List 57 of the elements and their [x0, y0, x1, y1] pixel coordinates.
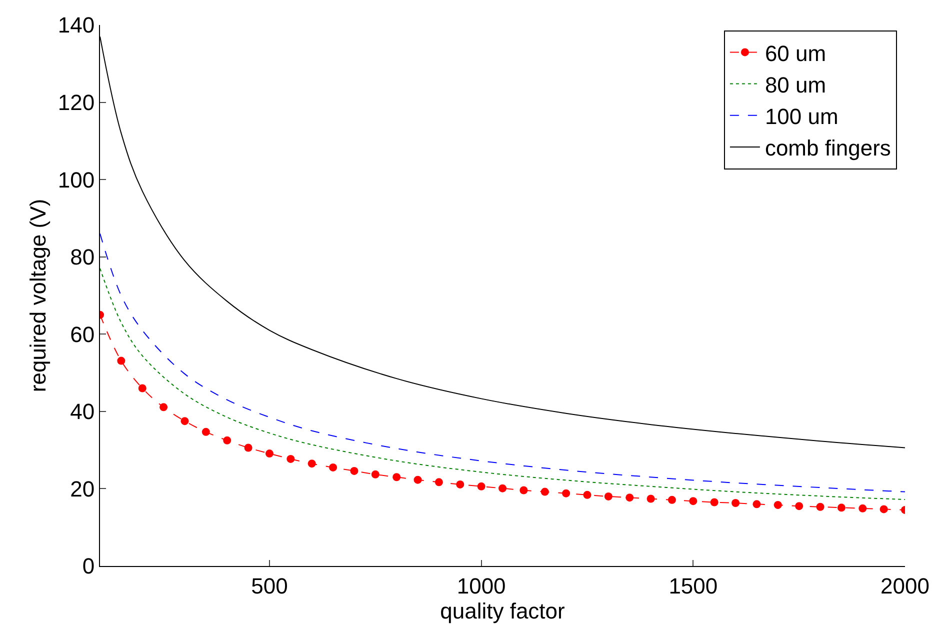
x-tick-label: 1000	[456, 573, 506, 598]
point	[858, 504, 867, 512]
point	[244, 444, 252, 452]
point	[286, 454, 295, 463]
legend-label: 60 um	[764, 40, 826, 66]
point	[880, 505, 888, 514]
point	[477, 482, 486, 490]
point	[604, 492, 612, 500]
point	[434, 478, 443, 486]
point	[371, 470, 380, 478]
point	[774, 500, 782, 509]
point	[795, 502, 804, 510]
point	[583, 490, 592, 499]
point	[350, 466, 358, 475]
y-tick-label: 0	[82, 554, 95, 579]
point	[308, 460, 316, 468]
point	[816, 502, 824, 511]
point	[117, 356, 126, 365]
legend-label: comb fingers	[764, 136, 891, 161]
point	[562, 489, 570, 498]
point	[456, 480, 464, 488]
point	[710, 498, 718, 506]
y-tick-label: 120	[58, 90, 95, 115]
point	[392, 473, 401, 482]
point	[414, 476, 422, 484]
point	[626, 494, 634, 502]
point	[646, 494, 655, 503]
x-tick-label: 2000	[880, 573, 930, 598]
y-tick-label: 140	[58, 12, 95, 38]
point	[202, 428, 210, 436]
legend-label: 80 um	[764, 72, 826, 98]
line-series	[100, 268, 905, 500]
point	[668, 496, 676, 504]
point	[540, 488, 549, 496]
point	[180, 417, 189, 426]
legend-label: 100 um	[764, 104, 838, 129]
point	[138, 384, 146, 392]
point	[265, 450, 274, 458]
point	[223, 436, 232, 444]
line-series	[100, 233, 905, 492]
point	[520, 486, 528, 494]
point	[329, 463, 338, 472]
y-tick-label: 80	[70, 244, 95, 270]
point	[732, 499, 740, 508]
y-tick-label: 20	[70, 476, 95, 502]
x-tick-label: 500	[251, 573, 288, 598]
point	[160, 403, 168, 412]
point	[837, 504, 846, 512]
y-tick-label: 100	[58, 167, 95, 192]
y-tick-label: 60	[70, 322, 95, 347]
x-tick-label: 1500	[668, 573, 718, 598]
y-axis-title: required voltage (V)	[26, 198, 51, 392]
x-axis-title: quality factor	[440, 598, 565, 624]
point	[689, 497, 698, 506]
y-tick-label: 40	[70, 399, 95, 424]
point	[498, 484, 506, 492]
point	[752, 500, 761, 508]
